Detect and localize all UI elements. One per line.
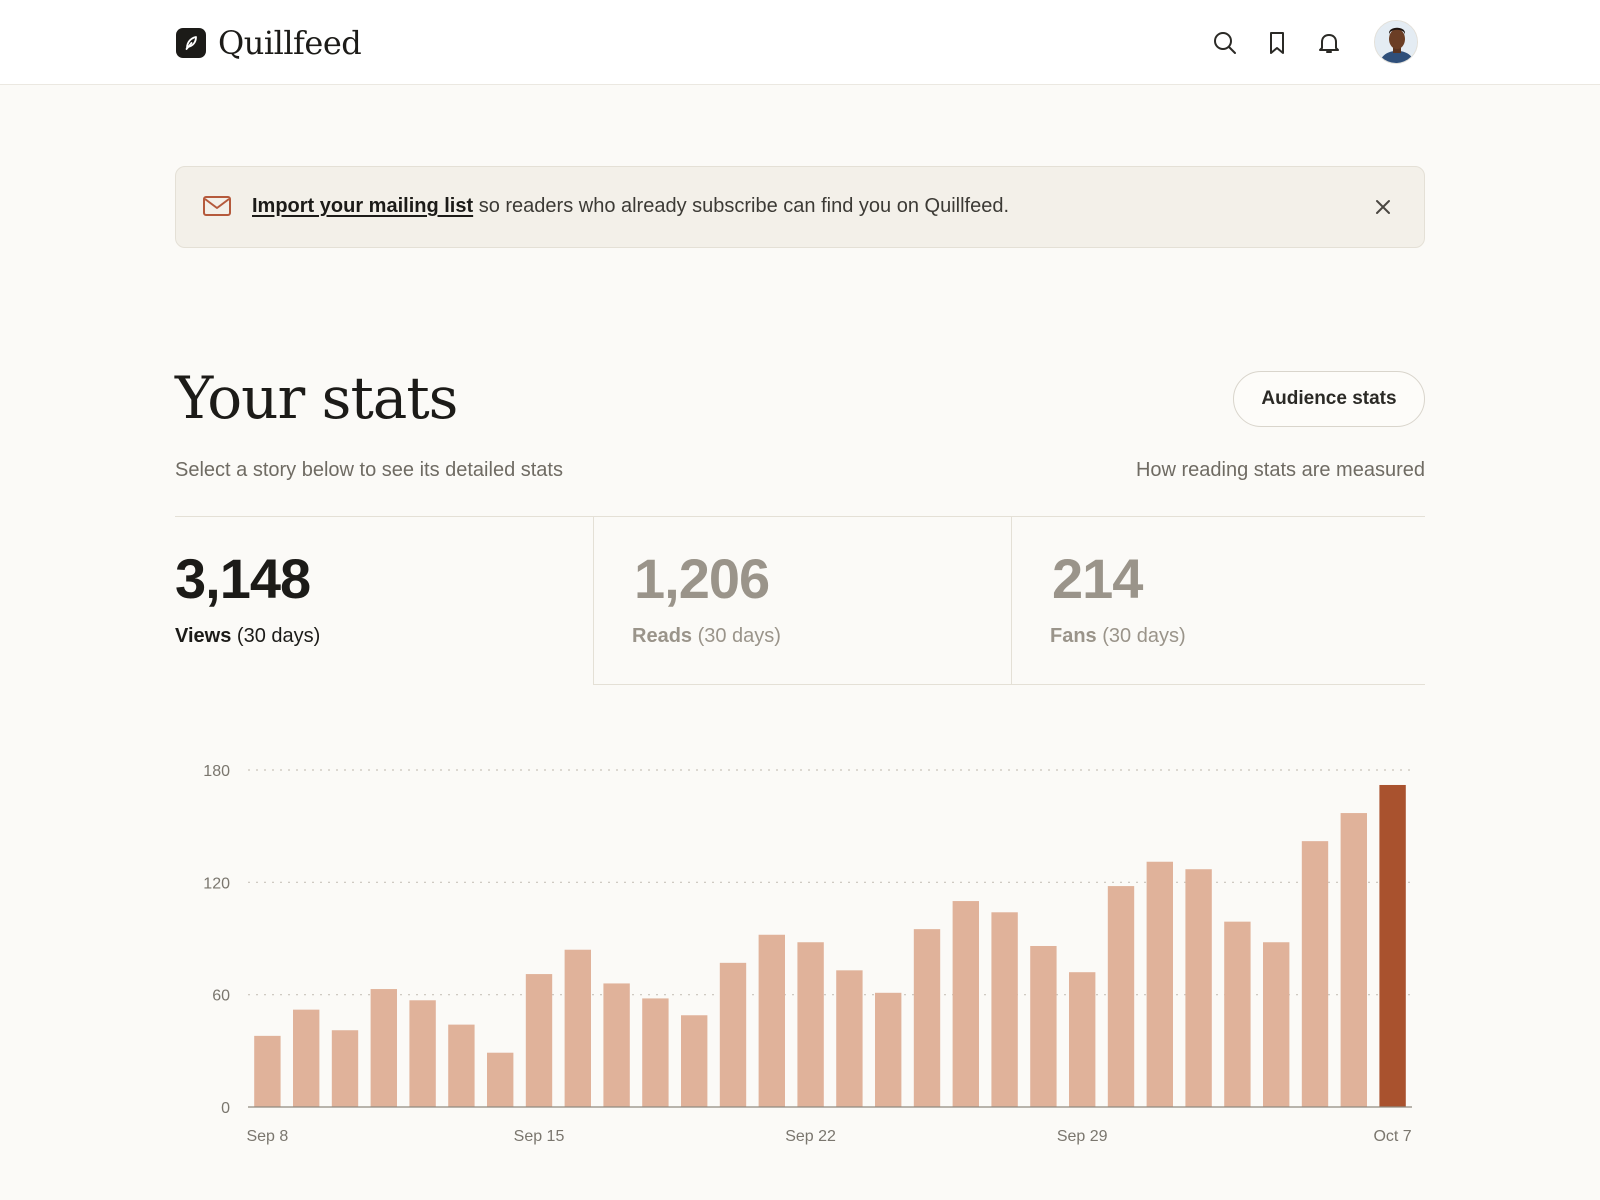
close-icon[interactable] [1373, 197, 1393, 217]
bar [1107, 886, 1135, 1107]
bar [1146, 861, 1173, 1107]
stats-summary: 3,148 Views (30 days) 1,206 Reads (30 da… [175, 516, 1425, 685]
stat-label: Reads (30 days) [632, 625, 781, 647]
bar [603, 983, 630, 1107]
y-tick-label: 180 [203, 763, 230, 780]
bar [952, 901, 979, 1107]
import-banner: Import your mailing list so readers who … [175, 166, 1425, 248]
page-subtitle: Select a story below to see its detailed… [175, 459, 563, 481]
bar [1185, 869, 1212, 1107]
bar [836, 970, 863, 1107]
search-icon[interactable] [1212, 30, 1238, 56]
bar [331, 1030, 359, 1107]
x-tick-label: Sep 15 [514, 1128, 565, 1145]
bar [875, 992, 902, 1107]
y-tick-label: 60 [212, 988, 230, 1005]
bar [1069, 972, 1096, 1107]
stat-label: Fans (30 days) [1050, 625, 1186, 647]
page-title: Your stats [175, 364, 458, 432]
bar [1340, 813, 1367, 1107]
bar [564, 949, 591, 1107]
avatar[interactable] [1374, 20, 1418, 64]
stat-card-views[interactable]: 3,148 Views (30 days) [175, 517, 593, 685]
bar [448, 1024, 475, 1107]
stat-value: 214 [1052, 547, 1143, 610]
stat-card-reads[interactable]: 1,206 Reads (30 days) [593, 517, 1011, 685]
bar [409, 1000, 436, 1107]
x-tick-label: Oct 7 [1373, 1128, 1411, 1145]
bell-icon[interactable] [1316, 30, 1342, 56]
bookmark-icon[interactable] [1264, 30, 1290, 56]
top-header: Quillfeed [0, 0, 1600, 85]
bar [370, 989, 397, 1107]
bar [758, 934, 785, 1107]
y-tick-label: 0 [221, 1100, 230, 1117]
bar [681, 1015, 708, 1107]
bar [254, 1035, 281, 1107]
views-chart: 0 60 120 180 Sep 8 Sep 15 Sep 22 Sep 29 Oct 7 [190, 750, 1420, 1150]
views-bar-chart: 0 60 120 180 Sep 8 Sep 15 Sep 22 Sep 29 Oct 7 [203, 763, 1412, 1145]
stat-card-fans[interactable]: 214 Fans (30 days) [1011, 517, 1425, 685]
bar [797, 942, 824, 1107]
bar [1379, 784, 1406, 1107]
mail-icon [202, 194, 232, 223]
bar [1301, 841, 1329, 1107]
how-stats-measured-link[interactable]: How reading stats are measured [1135, 459, 1425, 481]
brand-name: Quillfeed [218, 24, 362, 62]
bar [642, 998, 669, 1107]
x-tick-label: Sep 22 [785, 1128, 836, 1145]
brand-logo[interactable]: Quillfeed [176, 24, 362, 62]
bar [1224, 921, 1251, 1107]
x-tick-label: Sep 29 [1057, 1128, 1108, 1145]
banner-text: so readers who already subscribe can fin… [473, 195, 1009, 217]
bar [487, 1052, 514, 1107]
quill-logo-icon [176, 28, 206, 58]
stat-value: 1,206 [634, 547, 770, 610]
stat-label: Views (30 days) [175, 625, 321, 647]
y-tick-label: 120 [203, 875, 230, 892]
bar [991, 912, 1018, 1107]
audience-stats-button[interactable]: Audience stats [1233, 371, 1425, 427]
bar [719, 962, 747, 1107]
bar [525, 974, 553, 1107]
x-tick-label: Sep 8 [246, 1128, 288, 1145]
bar [1030, 945, 1057, 1107]
bar [293, 1009, 320, 1107]
bar [913, 929, 941, 1107]
stat-value: 3,148 [175, 547, 311, 610]
import-mailing-list-link[interactable]: Import your mailing list [252, 195, 474, 217]
bar [1263, 942, 1290, 1107]
banner-message: Import your mailing list so readers who … [252, 195, 1009, 218]
